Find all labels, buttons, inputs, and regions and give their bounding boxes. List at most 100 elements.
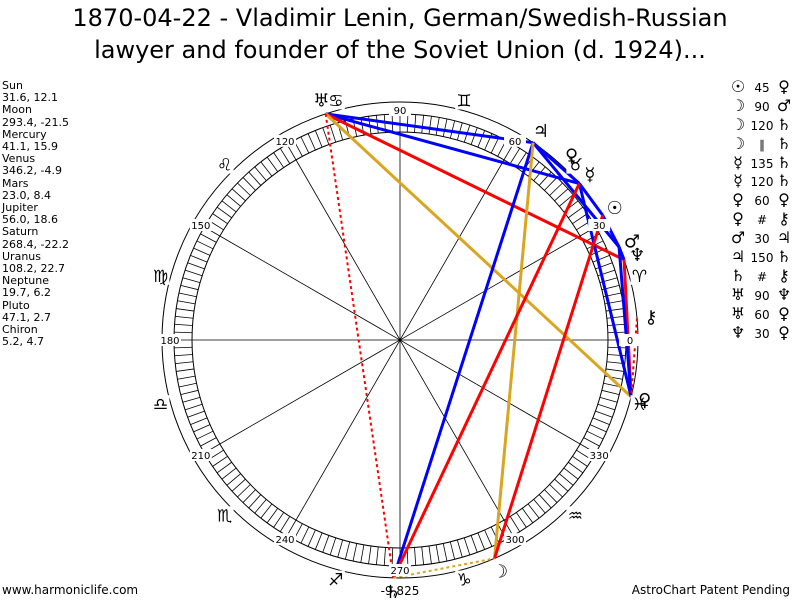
degree-tick [329, 537, 337, 556]
degree-tick [442, 118, 448, 137]
degree-tick [589, 424, 607, 433]
aspect-planet-2: ♀ [778, 322, 790, 342]
degree-tick [279, 148, 291, 164]
sign-bg [215, 155, 234, 174]
degree-label-bg [389, 104, 411, 116]
degree-tick [314, 532, 323, 550]
planet-values-venus: 346.2, -4.9 [2, 164, 62, 178]
degree-tick [174, 346, 193, 349]
aspect-type: 45 [754, 81, 770, 95]
degree-tick [337, 539, 344, 558]
degree-tick [200, 437, 217, 447]
planet-name-saturn: Saturn [2, 225, 39, 239]
degree-tick [187, 262, 205, 270]
aspect-row: ♀ 60 ♀ [727, 190, 793, 210]
degree-tick [428, 545, 432, 564]
degree-tick [538, 494, 552, 509]
aspect-planet-2: ⚷ [778, 265, 790, 285]
aspect-line [324, 113, 395, 579]
sign-bg [455, 570, 474, 589]
aspect-line [577, 183, 633, 398]
degree-tick [286, 144, 297, 161]
planet-mars-icon: ♂ [624, 232, 640, 253]
aspect-type: 60 [754, 194, 770, 209]
degree-tick [559, 194, 574, 207]
degree-tick [184, 269, 203, 277]
planet-values-sun: 31.6, 12.1 [2, 91, 58, 105]
degree-tick [360, 544, 365, 563]
aspect-planet-1: ☽ [730, 133, 746, 153]
aspect-planet-2: ⚷ [778, 209, 790, 229]
degree-tick [563, 467, 579, 480]
degree-tick [286, 519, 297, 536]
chart-title-line-1: 1870-04-22 - Vladimir Lenin, German/Swed… [72, 4, 728, 32]
degree-tick [456, 539, 463, 558]
degree-tick [174, 323, 193, 326]
degree-tick [375, 115, 379, 134]
degree-tick [375, 546, 379, 565]
bottom-value: -9,825 [381, 584, 420, 598]
aspect-planet-1: ☿ [733, 171, 743, 191]
degree-tick [572, 213, 588, 225]
aspect-planet-1: ☿ [733, 152, 743, 172]
aspect-line [617, 246, 633, 397]
degree-label-300: 300 [505, 535, 524, 546]
sign-libra-icon: ♎ [153, 395, 168, 415]
aspect-type: 30 [754, 326, 770, 341]
degree-label-150: 150 [191, 221, 210, 232]
footer-website[interactable]: www.harmoniclife.com [2, 583, 139, 597]
aspect-row: ♆ 30 ♀ [727, 322, 793, 343]
degree-tick [307, 529, 316, 547]
degree-tick [606, 315, 625, 319]
degree-label-bg [619, 334, 641, 346]
degree-tick [180, 389, 199, 396]
planet-name-mars: Mars [2, 176, 29, 190]
planet-values-moon: 293.4, -21.5 [2, 115, 69, 129]
degree-tick [599, 396, 618, 403]
sign-bg [630, 395, 649, 414]
aspect-row: ♅ 90 ♆ [727, 285, 793, 305]
degree-tick [533, 499, 546, 514]
sign-capricorn-icon: ♑ [457, 571, 472, 591]
degree-label-bg [588, 219, 611, 231]
planet-pluto-icon: ♀ [565, 145, 578, 166]
planet-neptune-icon: ♆ [629, 245, 645, 266]
degree-tick [182, 277, 201, 284]
sign-bg [630, 266, 649, 285]
degree-tick [175, 315, 194, 319]
degree-tick [237, 182, 251, 196]
aspect-planet-2: ♄ [776, 133, 792, 153]
aspect-planet-1: ♂ [730, 228, 746, 248]
sign-bg [455, 91, 474, 110]
aspect-line [325, 112, 580, 185]
degree-tick [254, 166, 267, 181]
planet-values-mercury: 41.1, 15.9 [2, 140, 58, 154]
sign-bg [215, 506, 234, 525]
degree-tick [176, 308, 195, 312]
sign-bg [566, 155, 585, 174]
degree-tick [266, 508, 279, 524]
degree-tick [175, 361, 194, 365]
degree-tick [184, 403, 203, 411]
degree-tick [216, 461, 232, 474]
degree-tick [216, 206, 232, 219]
aspect-type: 60 [754, 307, 770, 322]
degree-tick [383, 547, 386, 566]
degree-label-270: 270 [390, 566, 409, 577]
degree-tick [226, 473, 241, 486]
aspect-row: ♅ 60 ♀ [727, 304, 793, 324]
degree-tick [190, 254, 208, 263]
aspect-type: 120 [750, 175, 774, 190]
degree-tick [414, 547, 417, 566]
degree-tick [421, 546, 425, 565]
degree-tick [435, 544, 440, 563]
degree-tick [583, 437, 600, 447]
degree-label-bg [504, 134, 526, 147]
degree-label-30: 30 [593, 221, 606, 232]
aspect-type: # [756, 269, 768, 284]
degree-label-240: 240 [275, 535, 294, 546]
aspect-line [325, 112, 534, 145]
aspect-planet-1: ☉ [730, 77, 746, 96]
planet-values-chiron: 5.2, 4.7 [2, 335, 44, 349]
aspect-type: # [756, 213, 768, 228]
